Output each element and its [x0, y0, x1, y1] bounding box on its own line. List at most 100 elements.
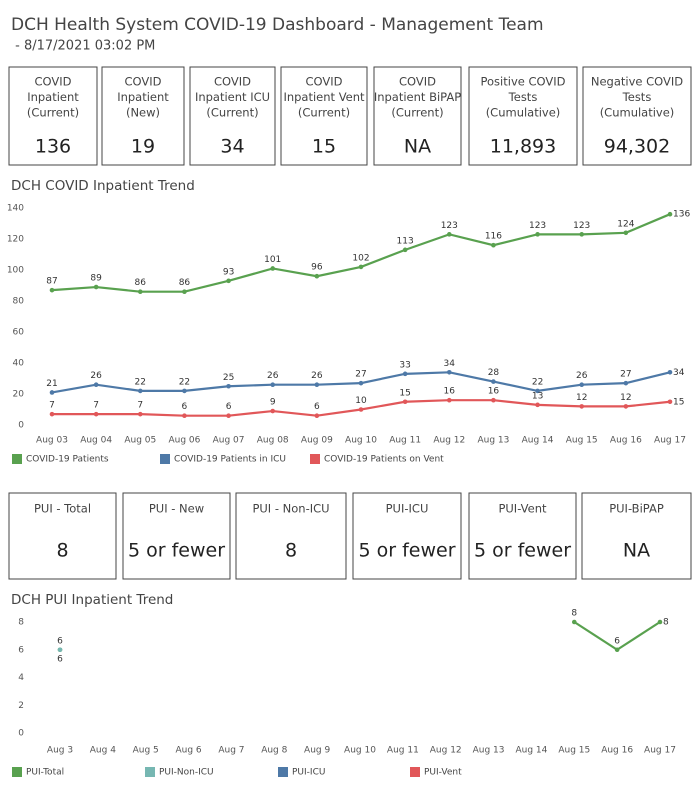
data-label: 8	[571, 609, 577, 619]
x-tick-label: Aug 17	[654, 436, 686, 446]
data-label: 113	[397, 236, 414, 246]
x-tick-label: Aug 16	[601, 746, 633, 756]
kpi-label: (Cumulative)	[600, 106, 675, 120]
data-point	[402, 247, 408, 253]
kpi-value: 8	[56, 540, 68, 562]
legend-label: PUI-Vent	[424, 768, 462, 778]
data-point	[579, 232, 585, 237]
x-tick-label: Aug 10	[345, 436, 377, 446]
legend-label: COVID-19 Patients in ICU	[174, 455, 286, 465]
x-tick-label: Aug 15	[558, 746, 590, 756]
data-label: 6	[57, 636, 63, 646]
data-label: 22	[135, 377, 146, 387]
y-tick-label: 40	[13, 359, 25, 369]
data-label: 87	[46, 277, 57, 287]
data-label: 7	[93, 401, 99, 411]
kpi-card	[122, 492, 231, 580]
data-label: 8	[663, 618, 669, 628]
data-point	[579, 404, 585, 409]
y-tick-label: 60	[13, 328, 25, 338]
kpi-value: 19	[131, 136, 155, 158]
legend-swatch	[410, 767, 420, 777]
data-point	[226, 278, 231, 284]
kpi-label: COVID	[306, 75, 343, 89]
kpi-card	[8, 492, 117, 580]
kpi-label: Inpatient	[117, 90, 169, 104]
data-point	[491, 242, 496, 248]
x-tick-label: Aug 03	[36, 436, 68, 446]
data-label: 21	[46, 379, 57, 389]
data-label: 123	[529, 221, 546, 231]
data-point	[571, 619, 577, 625]
y-tick-label: 4	[18, 673, 24, 683]
data-point	[137, 411, 143, 417]
kpi-label: Inpatient BiPAP	[374, 90, 461, 104]
data-point	[226, 383, 231, 389]
data-point	[226, 413, 231, 419]
x-tick-label: Aug 12	[433, 436, 465, 446]
data-label: 26	[267, 371, 279, 381]
data-label: 86	[135, 278, 147, 288]
data-label: 7	[49, 401, 55, 411]
data-label: 86	[179, 278, 191, 288]
kpi-card	[468, 492, 577, 580]
data-label: 136	[673, 210, 690, 220]
data-point	[93, 411, 99, 417]
data-point	[93, 382, 99, 388]
data-label: 124	[617, 219, 634, 229]
kpi-label: Tests	[622, 90, 652, 104]
x-tick-label: Aug 17	[644, 746, 676, 756]
kpi-label: Inpatient ICU	[195, 90, 270, 104]
kpi-value: 5 or fewer	[358, 540, 455, 562]
kpi-label: PUI - New	[149, 502, 204, 516]
data-label: 6	[57, 654, 63, 664]
data-label: 6	[614, 636, 620, 646]
data-label: 12	[620, 393, 631, 403]
data-label: 6	[226, 402, 232, 412]
data-label: 10	[355, 396, 367, 406]
kpi-card	[189, 66, 276, 166]
data-point	[57, 647, 63, 653]
x-tick-label: Aug 8	[261, 746, 287, 756]
data-label: 22	[532, 377, 543, 387]
kpi-label: Inpatient Vent	[283, 90, 365, 104]
dashboard-subtitle: - 8/17/2021 03:02 PM	[11, 39, 155, 54]
data-point	[49, 390, 55, 395]
x-tick-label: Aug 05	[124, 436, 156, 446]
x-tick-label: Aug 3	[47, 746, 73, 756]
data-label: 16	[488, 387, 500, 397]
data-point	[49, 287, 55, 293]
data-point	[314, 413, 320, 419]
x-tick-label: Aug 06	[168, 436, 200, 446]
data-label: 16	[444, 387, 456, 397]
data-label: 34	[444, 359, 456, 369]
x-tick-label: Aug 10	[344, 746, 376, 756]
data-point	[93, 284, 99, 290]
data-label: 34	[673, 368, 685, 378]
data-label: 101	[264, 255, 281, 265]
data-point	[358, 380, 364, 386]
data-label: 13	[532, 391, 543, 401]
x-tick-label: Aug 07	[213, 436, 245, 446]
data-point	[667, 370, 673, 375]
y-tick-label: 80	[13, 297, 25, 307]
data-point	[182, 388, 187, 394]
kpi-label: Negative COVID	[591, 75, 683, 89]
data-point	[314, 273, 320, 279]
legend-swatch	[160, 454, 170, 464]
data-label: 89	[90, 274, 102, 284]
data-point	[579, 382, 585, 388]
data-point	[49, 411, 55, 417]
legend-label: PUI-Non-ICU	[159, 768, 214, 778]
data-point	[358, 264, 364, 270]
kpi-value: NA	[404, 136, 431, 158]
kpi-label: PUI-BiPAP	[609, 502, 664, 516]
data-label: 102	[352, 253, 369, 263]
kpi-label: (Cumulative)	[486, 106, 561, 120]
kpi-value: NA	[623, 540, 650, 562]
data-label: 93	[223, 267, 234, 277]
kpi-card	[581, 492, 692, 580]
x-tick-label: Aug 4	[90, 746, 116, 756]
